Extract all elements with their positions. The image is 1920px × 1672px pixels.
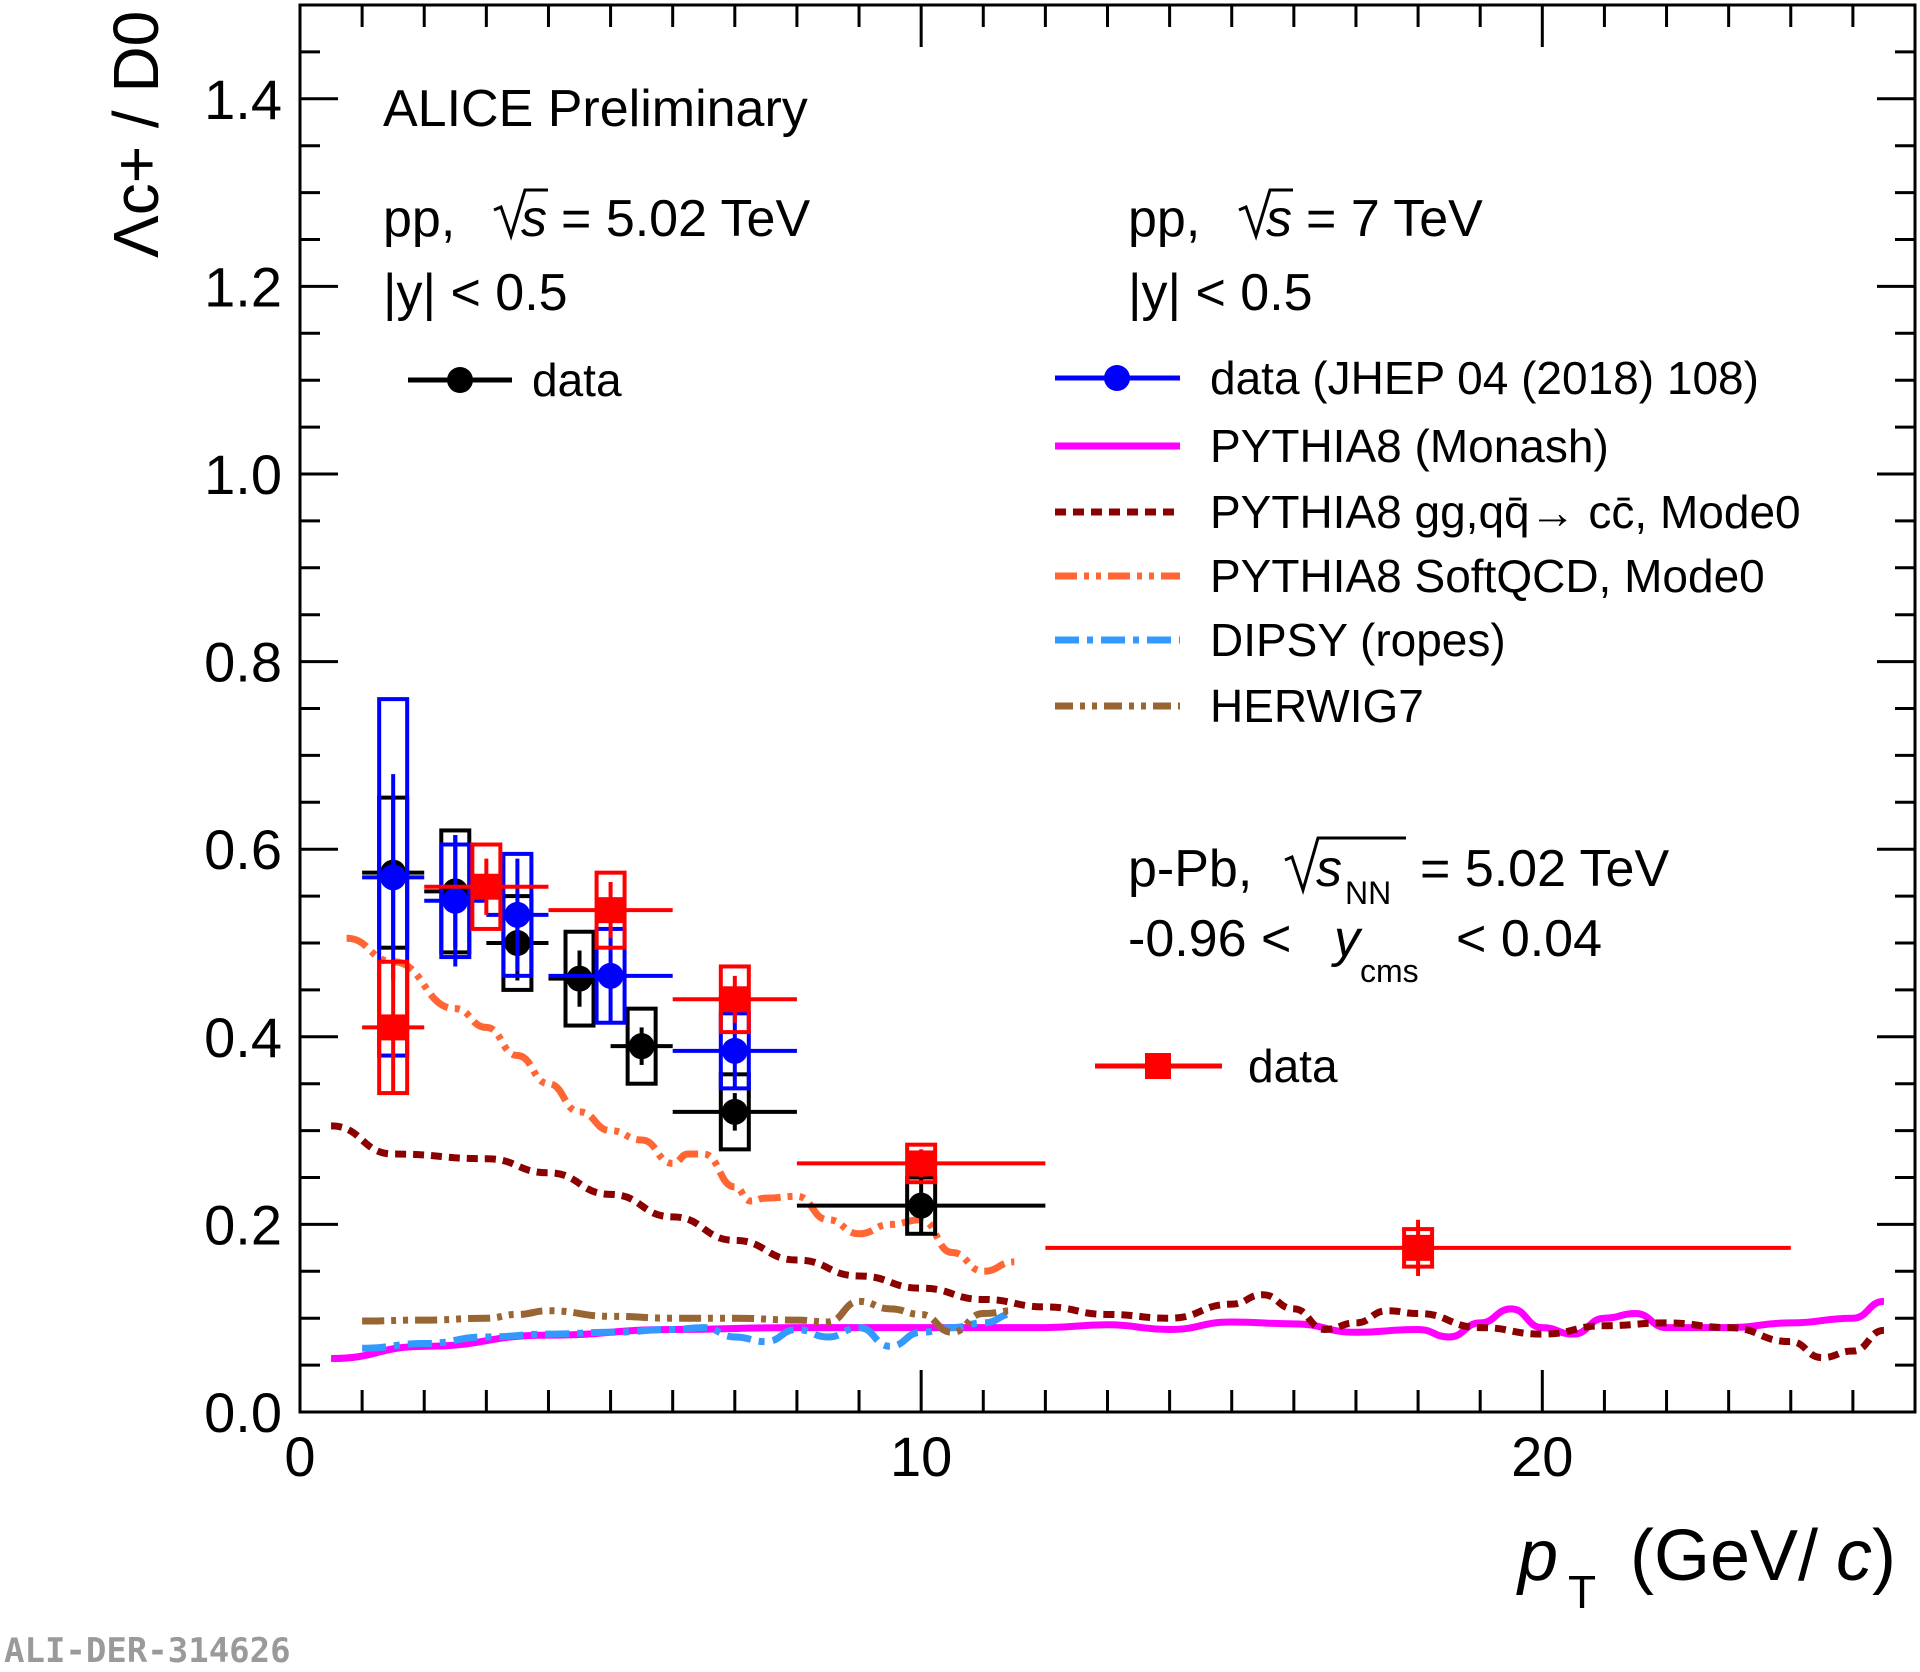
annotation-ppb-s: s (1316, 840, 1342, 898)
legend-label: HERWIG7 (1210, 680, 1424, 732)
data-points (362, 697, 1791, 1276)
x-axis-label-unit-c: c (1836, 1516, 1872, 1596)
annotation-pp-7: pp, s = 7 TeV |y| < 0.5 (1128, 188, 1483, 322)
curve-pythia8-softqcd-mode0 (346, 934, 1015, 1275)
legend-entry-pythia-monash: PYTHIA8 (Monash) (1055, 420, 1609, 472)
data-marker (566, 965, 593, 992)
legend-entry-pythia-mode0: PYTHIA8 gg,qq̄→ cc̄, Mode0 (1055, 486, 1801, 538)
legend-entry-ppb-data: data (1095, 1040, 1338, 1092)
y-tick-label: 0.6 (204, 818, 282, 881)
y-tick-label: 1.0 (204, 443, 282, 506)
data-marker (721, 1098, 748, 1125)
theory-curves (330, 934, 1885, 1363)
curve-pythia8-gg-qq-cc-mode0 (330, 1122, 1885, 1362)
data-marker (380, 864, 407, 891)
data-marker (721, 986, 748, 1013)
legend: data data (JHEP 04 (2018) 108) PYTHIA8 (… (408, 352, 1801, 1092)
data-marker (504, 901, 531, 928)
y-tick-label: 0.0 (204, 1381, 282, 1444)
legend-entry-pythia-softqcd: PYTHIA8 SoftQCD, Mode0 (1055, 550, 1765, 602)
series-1 (362, 697, 797, 1091)
annotation-ppb-line2-b: < 0.04 (1456, 910, 1602, 968)
legend-entry-herwig: HERWIG7 (1055, 680, 1424, 732)
x-axis-label: p T (GeV/ c ) (1516, 1516, 1896, 1618)
legend-label: data (1248, 1040, 1338, 1092)
annotation-pp-502-line2: |y| < 0.5 (383, 264, 568, 322)
sqrt-sign (1284, 836, 1406, 896)
y-tick-label: 1.2 (204, 255, 282, 318)
svg-text:Λc+ / D0: Λc+ / D0 (100, 11, 172, 258)
x-axis-label-sub: T (1568, 1566, 1596, 1618)
data-marker (721, 1037, 748, 1064)
x-axis-label-unit-open: (GeV/ (1630, 1516, 1818, 1596)
data-marker (597, 897, 624, 924)
y-tick-label: 1.4 (204, 68, 282, 131)
annotation-ppb-sub: NN (1345, 875, 1391, 911)
data-marker (380, 1014, 407, 1041)
curve-herwig7 (362, 1297, 1015, 1336)
annotation-ppb-cms: cms (1360, 953, 1419, 989)
x-tick-label: 0 (284, 1425, 315, 1488)
sqrt-sign (1238, 188, 1293, 241)
legend-entry-pp7-data: data (JHEP 04 (2018) 108) (1055, 352, 1759, 404)
y-axis-label: Λc+ / D0 (100, 11, 172, 258)
legend-entry-dipsy: DIPSY (ropes) (1055, 614, 1506, 666)
axis-ticks: 0.0 0.2 0.4 0.6 0.8 1.0 1.2 1.4 0 10 20 (204, 3, 1917, 1488)
x-tick-label: 10 (890, 1425, 952, 1488)
annotation-pp-502-line1-a: pp, (383, 190, 455, 248)
x-axis-label-unit-close: ) (1872, 1516, 1896, 1596)
annotation-pp-502-s: s (521, 190, 547, 248)
legend-label: PYTHIA8 SoftQCD, Mode0 (1210, 550, 1765, 602)
annotation-pp-7-line1-b: = 7 TeV (1306, 190, 1483, 248)
y-tick-label: 0.2 (204, 1193, 282, 1256)
annotation-pp-502: pp, s = 5.02 TeV |y| < 0.5 (383, 188, 810, 322)
legend-label: PYTHIA8 (Monash) (1210, 420, 1609, 472)
data-marker (1405, 1234, 1432, 1261)
legend-entry-pp502-data: data (408, 354, 622, 406)
y-tick-label: 0.8 (204, 631, 282, 694)
legend-label: DIPSY (ropes) (1210, 614, 1506, 666)
sqrt-sign (493, 188, 548, 241)
annotation-ppb-line1-b: = 5.02 TeV (1420, 840, 1669, 898)
chart-title: ALICE Preliminary (383, 80, 808, 138)
data-marker (473, 873, 500, 900)
legend-label: data (JHEP 04 (2018) 108) (1210, 352, 1759, 404)
curve-dipsy-ropes- (362, 1310, 1015, 1352)
annotation-pp-7-s: s (1266, 190, 1292, 248)
x-axis-label-p: p (1516, 1516, 1558, 1596)
data-marker (442, 887, 469, 914)
y-tick-label: 0.4 (204, 1006, 282, 1069)
annotation-pp-502-line1-b: = 5.02 TeV (561, 190, 810, 248)
data-marker (628, 1033, 655, 1060)
legend-label: data (532, 354, 622, 406)
annotation-ppb-line2-a: -0.96 < (1128, 910, 1291, 968)
annotation-ppb-line1-a: p-Pb, (1128, 840, 1252, 898)
footer-code: ALI-DER-314626 (4, 1631, 291, 1671)
data-marker (908, 1192, 935, 1219)
annotation-pp-7-line1-a: pp, (1128, 190, 1200, 248)
data-marker (908, 1150, 935, 1177)
legend-label: PYTHIA8 gg,qq̄→ cc̄, Mode0 (1210, 486, 1801, 538)
annotation-ppb-y: y (1331, 910, 1363, 968)
annotation-ppb: p-Pb, s NN = 5.02 TeV -0.96 < y cms < 0.… (1128, 836, 1669, 989)
annotation-pp-7-line2: |y| < 0.5 (1128, 264, 1313, 322)
series-2 (362, 842, 1791, 1276)
x-tick-label: 20 (1511, 1425, 1573, 1488)
data-marker (597, 962, 624, 989)
